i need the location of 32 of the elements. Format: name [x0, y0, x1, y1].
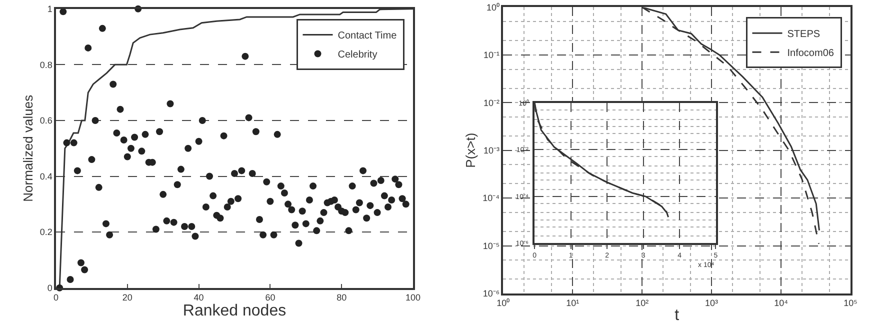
y-tick-label: 0.2 — [40, 227, 52, 238]
legend-label: Celebrity — [338, 50, 378, 61]
y-tick-label: 0.6 — [40, 116, 52, 126]
y-tick-label: 1 — [47, 4, 52, 14]
y-tick-label: 10⁻¹ — [484, 50, 500, 60]
y-tick-label: 10⁰ — [486, 2, 500, 12]
y-tick-label: 10⁻⁶ — [482, 288, 500, 299]
legend-label: STEPS — [787, 29, 820, 40]
legend-label: Contact Time — [338, 30, 398, 42]
x-tick-label: 10¹ — [566, 298, 580, 308]
x-tick-label: 80 — [336, 292, 347, 302]
x-tick-label: 10⁵ — [844, 298, 858, 308]
y-tick-label: 0.8 — [40, 60, 52, 70]
x-axis-title: Ranked nodes — [182, 302, 286, 320]
y-tick-label: 10⁻⁴ — [482, 193, 500, 204]
x-tick-label: 100 — [405, 292, 421, 302]
y-tick-label: 10⁻⁵ — [482, 240, 500, 251]
x-tick-label: 40 — [194, 292, 204, 302]
x-tick-label: 10² — [636, 298, 649, 308]
y-axis-title: Normalized values — [20, 94, 36, 202]
x-tick-label: 20 — [122, 292, 132, 302]
x-tick-label: 10⁰ — [496, 298, 510, 308]
y-tick-label: 10⁻² — [484, 98, 500, 108]
x-tick-label: 10³ — [705, 298, 718, 308]
legend-label: Infocom06 — [787, 48, 834, 60]
y-tick-label: 10⁻³ — [484, 146, 500, 156]
y-tick-label: 0.4 — [40, 171, 52, 182]
x-axis-title: t — [674, 307, 680, 324]
x-tick-label: 60 — [265, 292, 276, 302]
x-tick-label: 10⁴ — [774, 298, 788, 308]
y-axis-title: P(x>t) — [463, 132, 478, 168]
y-tick-label: 0 — [47, 283, 52, 294]
